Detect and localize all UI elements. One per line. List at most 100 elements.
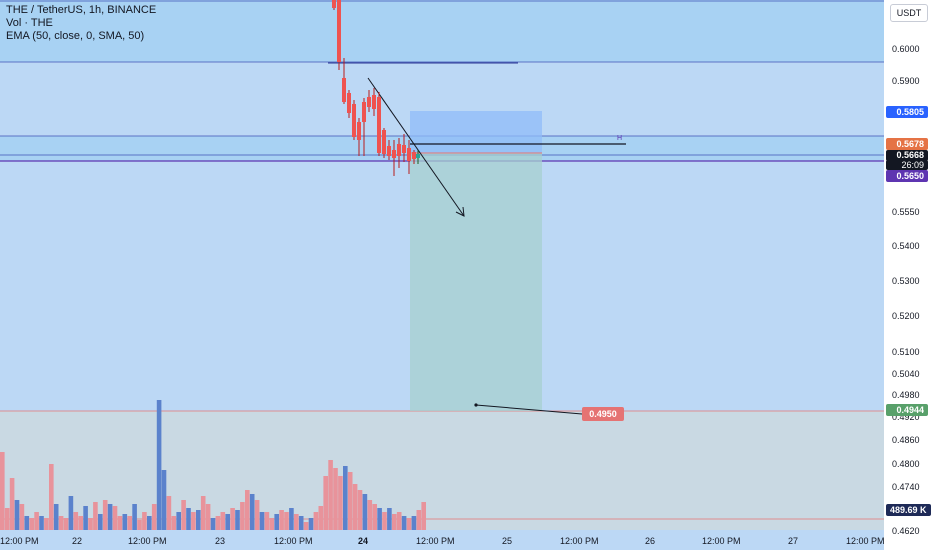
time-tick: 12:00 PM bbox=[274, 536, 313, 546]
candle bbox=[402, 145, 406, 153]
volume-bar bbox=[53, 504, 59, 530]
candle-countdown: 26:09 bbox=[886, 160, 928, 170]
volume-bar bbox=[225, 514, 230, 530]
candle bbox=[352, 104, 356, 137]
price-tick: 0.4980 bbox=[892, 390, 920, 400]
volume-bar bbox=[279, 510, 284, 530]
time-tick: 27 bbox=[788, 536, 799, 546]
volume-bar bbox=[372, 504, 377, 530]
volume-bar bbox=[127, 516, 132, 530]
price-tick: 0.5300 bbox=[892, 276, 920, 286]
price-note-label[interactable]: 0.4950 bbox=[582, 407, 624, 421]
volume-bar bbox=[171, 516, 177, 530]
time-tick: 12:00 PM bbox=[846, 536, 885, 546]
price-note-anchor bbox=[474, 403, 478, 407]
volume-bar bbox=[200, 496, 206, 530]
volume-bar bbox=[205, 504, 211, 530]
price-tick: 0.4800 bbox=[892, 459, 920, 469]
volume-bar bbox=[249, 494, 255, 530]
target-price-tag: 0.5805 bbox=[886, 106, 928, 118]
time-tick: 12:00 PM bbox=[702, 536, 741, 546]
price-tick: 0.4920 bbox=[892, 412, 920, 422]
volume-bar bbox=[357, 490, 363, 530]
time-tick: 12:00 PM bbox=[128, 536, 167, 546]
volume-bar bbox=[245, 490, 250, 530]
volume-bar bbox=[0, 452, 5, 530]
price-tick: 0.4620 bbox=[892, 526, 920, 536]
candle bbox=[392, 150, 396, 158]
chart-legend: THE / TetherUS, 1h, BINANCE Vol · THE EM… bbox=[6, 4, 156, 43]
volume-bar bbox=[14, 500, 20, 530]
volume-pane-background bbox=[0, 411, 884, 530]
currency-unit-button[interactable]: USDT bbox=[890, 4, 928, 22]
volume-bar bbox=[392, 514, 397, 530]
price-tick: 0.4860 bbox=[892, 435, 920, 445]
short-position-risk-zone[interactable] bbox=[410, 111, 542, 153]
volume-bar bbox=[382, 512, 387, 530]
volume-bar bbox=[220, 512, 226, 530]
volume-bar bbox=[68, 496, 74, 530]
time-tick: 24 bbox=[358, 536, 369, 546]
candle bbox=[387, 146, 391, 156]
volume-bar bbox=[289, 508, 294, 530]
volume-bar bbox=[387, 508, 392, 530]
candles[interactable] bbox=[332, 0, 420, 176]
trend-arrow-line[interactable] bbox=[367, 77, 465, 217]
volume-bar bbox=[396, 512, 402, 530]
volume-bar bbox=[19, 504, 25, 530]
short-position-profit-zone[interactable] bbox=[410, 153, 542, 411]
purple-price-tag: 0.5650 bbox=[886, 170, 928, 182]
volume-bar bbox=[362, 494, 368, 530]
volume-bar bbox=[294, 514, 299, 530]
volume-bar bbox=[98, 514, 103, 530]
volume-bar bbox=[259, 512, 265, 530]
volume-bar bbox=[93, 502, 98, 530]
volume-bar bbox=[117, 516, 123, 530]
volume-bar bbox=[352, 484, 358, 530]
volume-bar bbox=[421, 502, 426, 530]
time-tick: 26 bbox=[645, 536, 656, 546]
price-tick: 0.5200 bbox=[892, 311, 920, 321]
volume-indicator-label[interactable]: Vol · THE bbox=[6, 17, 53, 29]
volume-bar bbox=[73, 512, 79, 530]
candle bbox=[347, 93, 351, 113]
candle bbox=[337, 0, 341, 62]
volume-bar bbox=[161, 470, 167, 530]
arrow-head-icon bbox=[455, 206, 465, 217]
volume-bar bbox=[235, 510, 240, 530]
price-tick: 0.5040 bbox=[892, 369, 920, 379]
volume-bar bbox=[416, 510, 422, 530]
volume-bar bbox=[333, 468, 338, 530]
candle bbox=[416, 154, 420, 158]
time-tick: 12:00 PM bbox=[0, 536, 39, 546]
ema-indicator-label[interactable]: EMA (50, close, 0, SMA, 50) bbox=[6, 30, 145, 42]
price-tick: 0.5400 bbox=[892, 241, 920, 251]
current-price-tag-red: 0.5678 bbox=[886, 138, 928, 150]
candle bbox=[372, 95, 376, 109]
symbol-title[interactable]: THE / TetherUS, 1h, BINANCE bbox=[6, 4, 157, 16]
volume-value-tag: 489.69 K bbox=[886, 504, 931, 516]
stop-price-tag: 0.4944 bbox=[886, 404, 928, 416]
volume-bar bbox=[274, 514, 279, 530]
volume-bar bbox=[240, 502, 245, 530]
volume-bar bbox=[176, 512, 181, 530]
volume-bar bbox=[102, 500, 108, 530]
volume-bar bbox=[298, 516, 304, 530]
volume-bar bbox=[186, 508, 191, 530]
volume-bar bbox=[343, 466, 348, 530]
volume-bar bbox=[338, 476, 343, 530]
volume-bar bbox=[39, 516, 44, 530]
volume-bar bbox=[29, 518, 34, 530]
volume-bars bbox=[0, 400, 426, 530]
current-price-tag: 0.5668 bbox=[886, 150, 928, 161]
volume-bar bbox=[24, 516, 30, 530]
price-note-connector bbox=[475, 404, 583, 415]
candle bbox=[367, 97, 371, 107]
volume-bar bbox=[147, 516, 152, 530]
volume-bar bbox=[347, 472, 353, 530]
volume-bar bbox=[230, 508, 235, 530]
price-tick: 0.5550 bbox=[892, 207, 920, 217]
volume-bar bbox=[151, 504, 157, 530]
volume-bar bbox=[377, 508, 382, 530]
